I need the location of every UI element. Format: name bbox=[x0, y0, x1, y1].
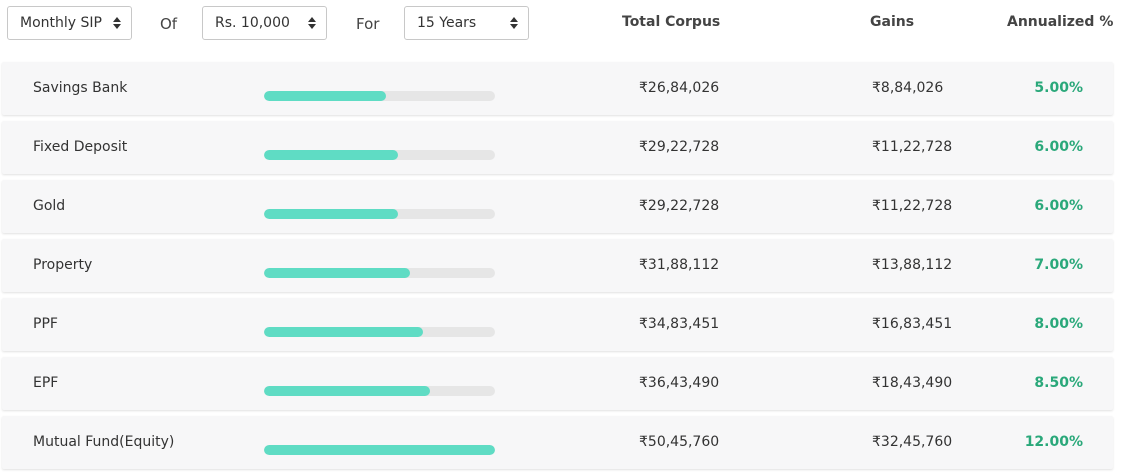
progress-track bbox=[264, 150, 495, 160]
total-corpus-value: ₹36,43,490 bbox=[639, 375, 720, 391]
sort-arrows-icon bbox=[113, 17, 121, 29]
table-row: Savings Bank ₹26,84,026 ₹8,84,026 5.00% bbox=[2, 62, 1113, 115]
progress-fill bbox=[264, 327, 424, 337]
sort-arrows-icon bbox=[510, 17, 518, 29]
total-corpus-header: Total Corpus bbox=[622, 14, 721, 30]
investment-name: PPF bbox=[33, 316, 58, 332]
table-row: Mutual Fund(Equity) ₹50,45,760 ₹32,45,760 1… bbox=[2, 416, 1113, 469]
gains-value: ₹8,84,026 bbox=[872, 80, 944, 96]
progress-fill bbox=[264, 209, 398, 219]
of-label: Of bbox=[160, 15, 178, 33]
progress-track bbox=[264, 209, 495, 219]
investment-name: Savings Bank bbox=[33, 80, 128, 96]
gains-value: ₹11,22,728 bbox=[872, 198, 953, 214]
annualized-value: 7.00% bbox=[1034, 257, 1083, 273]
progress-track bbox=[264, 386, 495, 396]
frequency-select[interactable]: Monthly SIP bbox=[7, 6, 132, 40]
annualized-value: 12.00% bbox=[1024, 434, 1083, 450]
duration-select-value: 15 Years bbox=[417, 15, 477, 31]
gains-value: ₹32,45,760 bbox=[872, 434, 953, 450]
investment-name: Gold bbox=[33, 198, 66, 214]
total-corpus-value: ₹34,83,451 bbox=[639, 316, 720, 332]
annualized-header: Annualized % bbox=[1007, 14, 1114, 30]
progress-track bbox=[264, 445, 495, 455]
annualized-value: 5.00% bbox=[1034, 80, 1083, 96]
for-label: For bbox=[356, 15, 380, 33]
investment-name: Fixed Deposit bbox=[33, 139, 128, 155]
progress-fill bbox=[264, 91, 387, 101]
sort-arrows-icon bbox=[308, 17, 316, 29]
gains-value: ₹13,88,112 bbox=[872, 257, 953, 273]
gains-header: Gains bbox=[870, 14, 915, 30]
total-corpus-value: ₹29,22,728 bbox=[639, 139, 720, 155]
total-corpus-value: ₹50,45,760 bbox=[639, 434, 720, 450]
progress-fill bbox=[264, 268, 410, 278]
duration-select[interactable]: 15 Years bbox=[404, 6, 529, 40]
gains-value: ₹18,43,490 bbox=[872, 375, 953, 391]
annualized-value: 6.00% bbox=[1034, 139, 1083, 155]
investment-name: Property bbox=[33, 257, 93, 273]
gains-value: ₹11,22,728 bbox=[872, 139, 953, 155]
progress-track bbox=[264, 268, 495, 278]
progress-fill bbox=[264, 150, 398, 160]
table-row: EPF ₹36,43,490 ₹18,43,490 8.50% bbox=[2, 357, 1113, 410]
table-row: Property ₹31,88,112 ₹13,88,112 7.00% bbox=[2, 239, 1113, 292]
gains-value: ₹16,83,451 bbox=[872, 316, 953, 332]
annualized-value: 8.50% bbox=[1034, 375, 1083, 391]
annualized-value: 8.00% bbox=[1034, 316, 1083, 332]
progress-track bbox=[264, 327, 495, 337]
investment-rows: Savings Bank ₹26,84,026 ₹8,84,026 5.00% Fixe… bbox=[2, 62, 1113, 475]
calculator-header: Monthly SIP Of Rs. 10,000 For 15 Years T… bbox=[0, 0, 1124, 50]
investment-name: Mutual Fund(Equity) bbox=[33, 434, 175, 450]
table-row: PPF ₹34,83,451 ₹16,83,451 8.00% bbox=[2, 298, 1113, 351]
frequency-select-value: Monthly SIP bbox=[20, 15, 102, 31]
annualized-value: 6.00% bbox=[1034, 198, 1083, 214]
amount-select[interactable]: Rs. 10,000 bbox=[202, 6, 327, 40]
table-row: Fixed Deposit ₹29,22,728 ₹11,22,728 6.00% bbox=[2, 121, 1113, 174]
table-row: Gold ₹29,22,728 ₹11,22,728 6.00% bbox=[2, 180, 1113, 233]
progress-fill bbox=[264, 386, 431, 396]
total-corpus-value: ₹26,84,026 bbox=[639, 80, 720, 96]
amount-select-value: Rs. 10,000 bbox=[215, 15, 290, 31]
progress-fill bbox=[264, 445, 495, 455]
investment-name: EPF bbox=[33, 375, 59, 391]
progress-track bbox=[264, 91, 495, 101]
total-corpus-value: ₹31,88,112 bbox=[639, 257, 720, 273]
total-corpus-value: ₹29,22,728 bbox=[639, 198, 720, 214]
